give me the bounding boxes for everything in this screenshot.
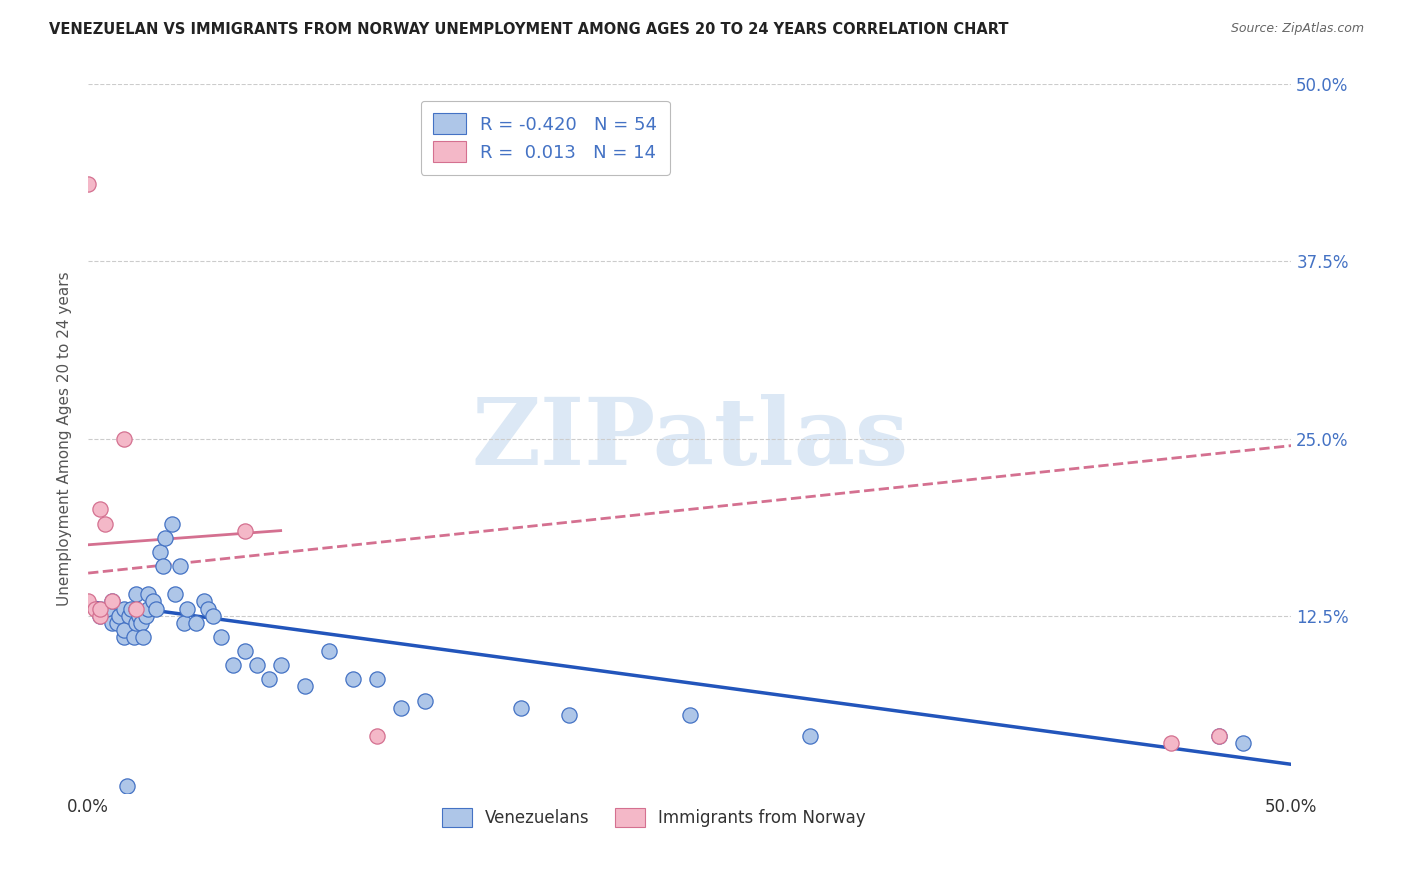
- Text: Source: ZipAtlas.com: Source: ZipAtlas.com: [1230, 22, 1364, 36]
- Point: [413, 693, 436, 707]
- Point: [105, 615, 128, 630]
- Text: ZIPatlas: ZIPatlas: [471, 393, 908, 483]
- Point: [510, 700, 533, 714]
- Point: [122, 630, 145, 644]
- Point: [193, 594, 215, 608]
- Legend: Venezuelans, Immigrants from Norway: Venezuelans, Immigrants from Norway: [434, 801, 872, 834]
- Text: VENEZUELAN VS IMMIGRANTS FROM NORWAY UNEMPLOYMENT AMONG AGES 20 TO 24 YEARS CORR: VENEZUELAN VS IMMIGRANTS FROM NORWAY UNE…: [49, 22, 1008, 37]
- Point: [89, 608, 111, 623]
- Point: [94, 516, 117, 531]
- Point: [136, 587, 159, 601]
- Point: [121, 601, 143, 615]
- Point: [101, 594, 124, 608]
- Point: [129, 615, 152, 630]
- Y-axis label: Unemployment Among Ages 20 to 24 years: Unemployment Among Ages 20 to 24 years: [58, 271, 72, 606]
- Point: [1160, 736, 1182, 750]
- Point: [1208, 729, 1230, 743]
- Point: [96, 601, 118, 615]
- Point: [89, 601, 111, 615]
- Point: [318, 644, 340, 658]
- Point: [153, 531, 176, 545]
- Point: [163, 587, 186, 601]
- Point: [558, 707, 581, 722]
- Point: [270, 658, 292, 673]
- Point: [1208, 729, 1230, 743]
- Point: [135, 608, 157, 623]
- Point: [101, 615, 124, 630]
- Point: [125, 601, 148, 615]
- Point: [118, 608, 141, 623]
- Point: [176, 601, 198, 615]
- Point: [366, 673, 388, 687]
- Point: [233, 644, 256, 658]
- Point: [197, 601, 219, 615]
- Point: [366, 729, 388, 743]
- Point: [125, 615, 148, 630]
- Point: [128, 608, 150, 623]
- Point: [173, 615, 195, 630]
- Point: [101, 594, 124, 608]
- Point: [169, 559, 191, 574]
- Point: [246, 658, 269, 673]
- Point: [209, 630, 232, 644]
- Point: [125, 587, 148, 601]
- Point: [112, 630, 135, 644]
- Point: [112, 601, 135, 615]
- Point: [202, 608, 225, 623]
- Point: [77, 177, 100, 191]
- Point: [112, 623, 135, 637]
- Point: [186, 615, 208, 630]
- Point: [77, 594, 100, 608]
- Point: [132, 630, 155, 644]
- Point: [221, 658, 243, 673]
- Point: [84, 601, 107, 615]
- Point: [679, 707, 702, 722]
- Point: [145, 601, 167, 615]
- Point: [149, 545, 172, 559]
- Point: [115, 779, 138, 793]
- Point: [89, 502, 111, 516]
- Point: [1232, 736, 1254, 750]
- Point: [89, 608, 111, 623]
- Point: [799, 729, 821, 743]
- Point: [162, 516, 184, 531]
- Point: [389, 700, 412, 714]
- Point: [142, 594, 165, 608]
- Point: [152, 559, 174, 574]
- Point: [257, 673, 280, 687]
- Point: [136, 601, 159, 615]
- Point: [108, 608, 131, 623]
- Point: [294, 680, 316, 694]
- Point: [233, 524, 256, 538]
- Point: [342, 673, 364, 687]
- Point: [112, 432, 135, 446]
- Point: [125, 601, 148, 615]
